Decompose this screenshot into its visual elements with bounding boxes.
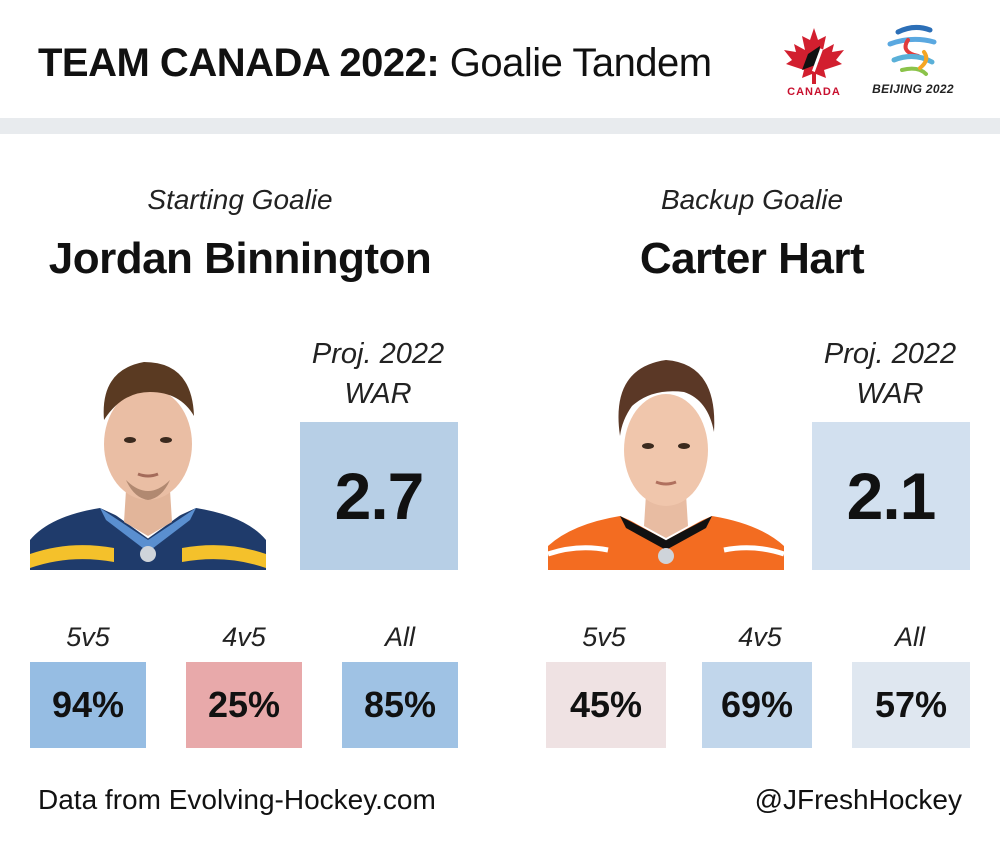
stat-value-all: 57% [852, 662, 970, 748]
war-label-line1: Proj. 2022 [823, 338, 957, 370]
maple-leaf-icon [784, 28, 844, 84]
stat-value-4v5: 69% [702, 662, 812, 748]
stat-value-all: 85% [342, 662, 458, 748]
goalie-name: Jordan Binnington [48, 234, 432, 283]
goalie-name: Carter Hart [639, 234, 865, 283]
war-label-line2: WAR [344, 378, 412, 410]
goalie-role: Backup Goalie [660, 184, 844, 215]
war-value-box: 2.1 [812, 422, 970, 570]
header: TEAM CANADA 2022: Goalie Tandem CANADA B… [0, 0, 1000, 120]
canada-logo-text: CANADA [787, 86, 841, 98]
stat-label-5v5: 5v5 [66, 622, 110, 652]
beijing-2022-logo: BEIJING 2022 [868, 22, 958, 102]
goalie-headshot [30, 340, 266, 570]
beijing-logo-text: BEIJING 2022 [872, 82, 954, 96]
goalie-panel-starting: Starting Goalie Jordan Binnington Proj. … [0, 134, 500, 754]
goalie-panel-backup: Backup Goalie Carter Hart Proj. 2022 WAR… [512, 134, 1000, 754]
stat-label-5v5: 5v5 [582, 622, 626, 652]
stat-value-4v5: 25% [186, 662, 302, 748]
header-divider [0, 118, 1000, 134]
stat-value-5v5: 94% [30, 662, 146, 748]
data-source-credit: Data from Evolving-Hockey.com [38, 784, 436, 815]
war-label-line2: WAR [856, 378, 924, 410]
war-label: Proj. 2022 WAR [298, 334, 458, 414]
title-bold: TEAM CANADA 2022: [38, 41, 440, 85]
stat-label-all: All [384, 622, 415, 652]
title-light: Goalie Tandem [439, 41, 712, 85]
stat-value-5v5: 45% [546, 662, 666, 748]
stat-label-all: All [894, 622, 925, 652]
stat-label-4v5: 4v5 [222, 622, 266, 652]
goalie-headshot [548, 340, 784, 570]
author-handle: @JFreshHockey [754, 784, 962, 815]
hockey-canada-logo: CANADA [772, 24, 856, 100]
war-label-line1: Proj. 2022 [311, 338, 445, 370]
page-title: TEAM CANADA 2022: Goalie Tandem [38, 40, 712, 86]
beijing-emblem-icon [887, 24, 937, 76]
war-value-box: 2.7 [300, 422, 458, 570]
stat-label-4v5: 4v5 [738, 622, 782, 652]
goalie-role: Starting Goalie [147, 184, 333, 215]
war-label: Proj. 2022 WAR [810, 334, 970, 414]
